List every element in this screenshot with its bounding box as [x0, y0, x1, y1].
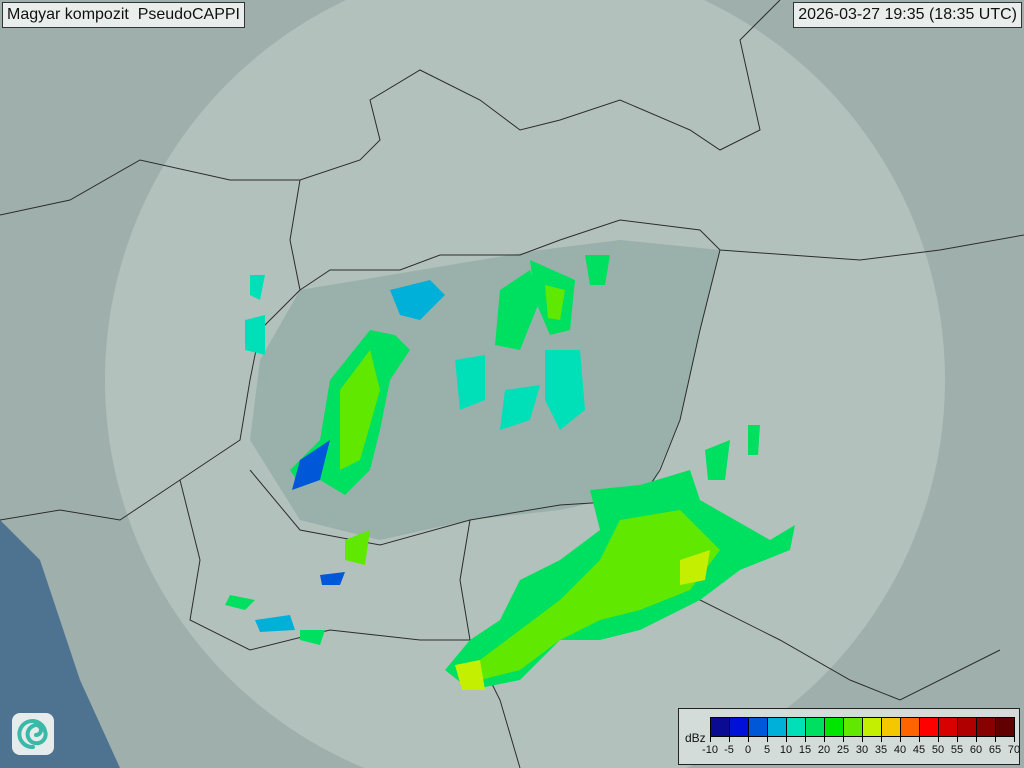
- legend-tick-label: 30: [855, 744, 869, 756]
- timestamp: 2026-03-27 19:35 (18:35 UTC): [793, 2, 1022, 28]
- legend-bin: [863, 718, 882, 736]
- legend-tick-label: 65: [988, 744, 1002, 756]
- legend-tick: [995, 737, 996, 742]
- legend-tick-label: 40: [893, 744, 907, 756]
- legend-bin: [882, 718, 901, 736]
- legend-tick-label: 35: [874, 744, 888, 756]
- legend-tick: [862, 737, 863, 742]
- legend-bin: [806, 718, 825, 736]
- legend-tick-label: -5: [724, 744, 734, 756]
- legend-tick: [767, 737, 768, 742]
- legend-bin: [920, 718, 939, 736]
- legend-bin: [901, 718, 920, 736]
- legend-tick-label: 20: [817, 744, 831, 756]
- legend-tick: [900, 737, 901, 742]
- legend-tick: [729, 737, 730, 742]
- legend-tick: [938, 737, 939, 742]
- legend-bin: [768, 718, 787, 736]
- legend-bin: [958, 718, 977, 736]
- legend-bin: [844, 718, 863, 736]
- legend-bin: [939, 718, 958, 736]
- legend-ticks: -10 -5 0 5 10 15 20 25 30 35 40 45 50 55 60 65 70: [702, 737, 1020, 759]
- legend-tick-label: 15: [798, 744, 812, 756]
- legend-tick-label: 10: [779, 744, 793, 756]
- legend-tick-label: 25: [836, 744, 850, 756]
- legend-unit: dBz: [685, 731, 706, 745]
- legend-bin: [711, 718, 730, 736]
- dbz-legend: dBz -10 -5 0 5 10 15 20 25 30 35 40 45 50 55 60 65 70: [678, 708, 1020, 765]
- legend-tick: [919, 737, 920, 742]
- legend-tick: [805, 737, 806, 742]
- precipitation-echoes: [225, 255, 795, 690]
- legend-tick: [748, 737, 749, 742]
- legend-tick: [824, 737, 825, 742]
- legend-bin: [730, 718, 749, 736]
- legend-tick: [881, 737, 882, 742]
- legend-bin: [996, 718, 1014, 736]
- adriatic-sea: [0, 520, 120, 768]
- legend-tick-label: 70: [1007, 744, 1021, 756]
- legend-tick-label: 0: [744, 744, 752, 756]
- swirl-logo-icon: [12, 713, 54, 755]
- legend-bin: [825, 718, 844, 736]
- legend-color-bar: [710, 717, 1015, 737]
- legend-tick-label: 55: [950, 744, 964, 756]
- legend-bin: [787, 718, 806, 736]
- legend-bin: [977, 718, 996, 736]
- legend-tick: [976, 737, 977, 742]
- legend-tick-label: 5: [763, 744, 771, 756]
- legend-tick-label: -10: [702, 744, 718, 756]
- legend-bin: [749, 718, 768, 736]
- legend-tick: [957, 737, 958, 742]
- map-title: Magyar kompozit PseudoCAPPI: [2, 2, 245, 28]
- legend-tick: [843, 737, 844, 742]
- legend-tick-label: 60: [969, 744, 983, 756]
- legend-tick-label: 50: [931, 744, 945, 756]
- legend-tick: [710, 737, 711, 742]
- legend-tick-label: 45: [912, 744, 926, 756]
- legend-tick: [1014, 737, 1015, 742]
- legend-tick: [786, 737, 787, 742]
